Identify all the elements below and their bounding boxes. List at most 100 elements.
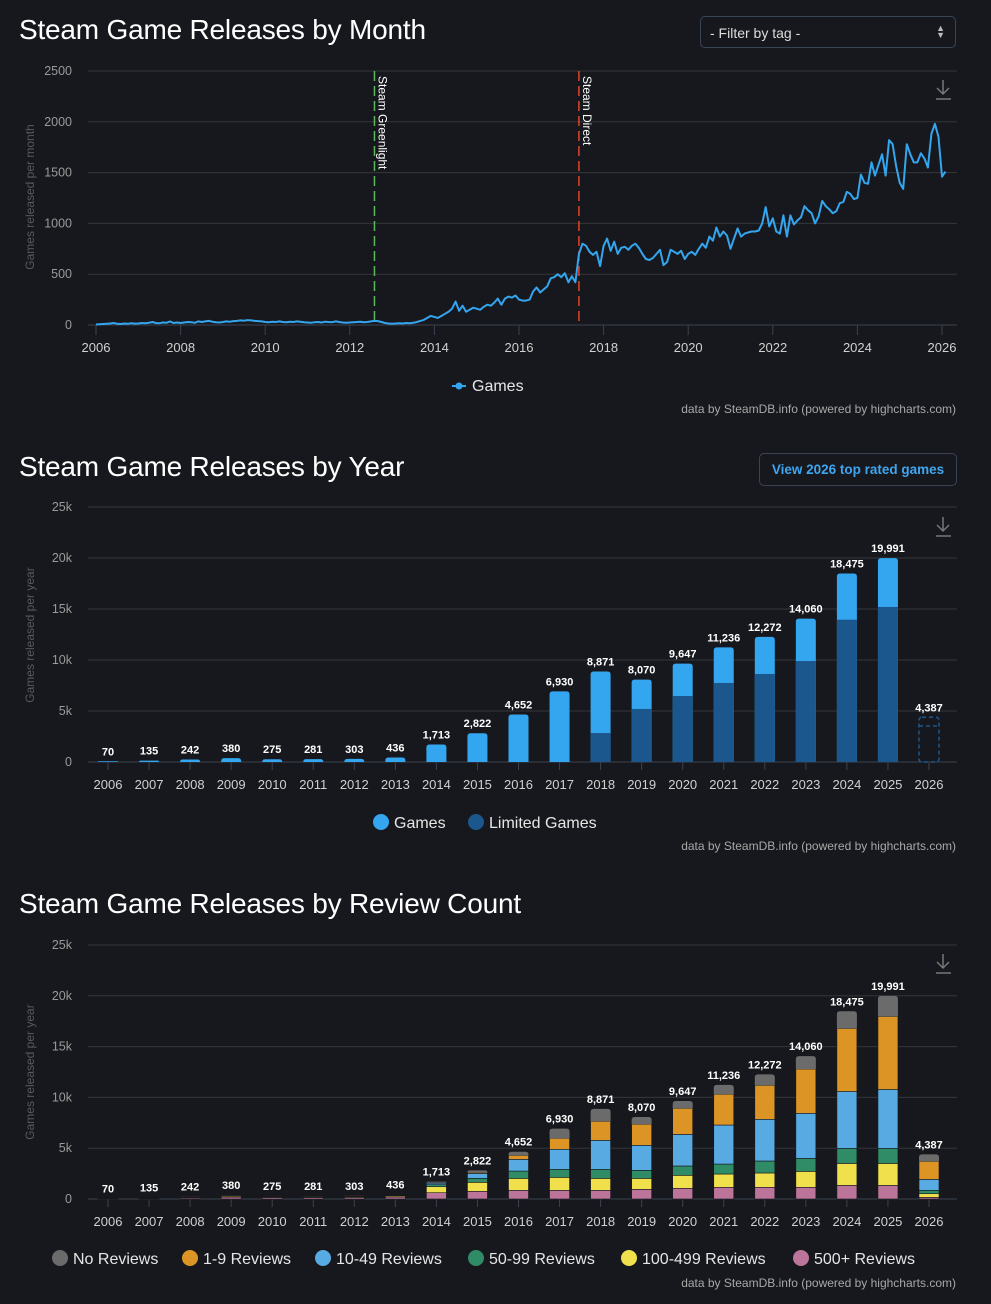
bar-segment-100-499-reviews xyxy=(672,1175,694,1189)
x-tick-label: 2006 xyxy=(82,340,111,355)
download-icon[interactable] xyxy=(936,80,951,100)
bar-segment-50-99-reviews xyxy=(795,1158,817,1172)
bar-segment-1-9-reviews xyxy=(795,1068,817,1114)
x-tick-label: 2008 xyxy=(166,340,195,355)
x-tick-label: 2025 xyxy=(873,1214,902,1229)
data-label: 11,236 xyxy=(707,1070,740,1082)
y-tick-label: 1500 xyxy=(44,166,72,180)
x-tick-label: 2014 xyxy=(420,340,449,355)
bar-segment-500--reviews xyxy=(713,1187,735,1200)
download-icon[interactable] xyxy=(936,954,951,974)
data-label: 4,387 xyxy=(915,702,943,714)
bar-segment-1-9-reviews xyxy=(549,1138,570,1150)
bar-segment-10-49-reviews xyxy=(795,1113,817,1159)
bar-games xyxy=(180,759,201,762)
bar-games xyxy=(262,759,283,762)
bar-segment-1-9-reviews xyxy=(426,1182,447,1184)
legend-marker xyxy=(621,1250,637,1266)
data-label: 4,652 xyxy=(505,700,533,712)
data-label: 135 xyxy=(140,746,158,758)
view-top-rated-button[interactable]: View 2026 top rated games xyxy=(759,453,957,486)
data-label: 242 xyxy=(181,745,199,757)
x-tick-label: 2026 xyxy=(928,340,957,355)
bar-segment-50-99-reviews xyxy=(631,1170,652,1179)
download-icon[interactable] xyxy=(936,517,951,537)
bar-games xyxy=(508,714,529,762)
x-tick-label: 2009 xyxy=(217,1214,246,1229)
y-tick-label: 2500 xyxy=(44,64,72,78)
x-tick-label: 2011 xyxy=(299,777,327,792)
bar-segment-no-reviews xyxy=(795,1056,816,1070)
x-tick-label: 2010 xyxy=(258,777,287,792)
bar-segment-no-reviews xyxy=(754,1074,775,1086)
x-tick-label: 2017 xyxy=(545,777,574,792)
x-tick-label: 2013 xyxy=(381,777,410,792)
data-label: 14,060 xyxy=(789,604,823,616)
legend-limited-games[interactable]: Limited Games xyxy=(489,815,597,832)
data-label: 135 xyxy=(140,1183,158,1195)
y-tick-label: 0 xyxy=(65,755,72,769)
plot-line-label: Steam Greenlight xyxy=(375,76,389,170)
games-series-line xyxy=(95,122,947,326)
legend-no-reviews[interactable]: No Reviews xyxy=(73,1251,158,1268)
year-chart-title: Steam Game Releases by Year xyxy=(19,451,405,482)
x-tick-label: 2016 xyxy=(504,777,533,792)
bar-segment-50-99-reviews xyxy=(508,1170,529,1179)
data-label: 18,475 xyxy=(830,559,864,571)
legend-marker xyxy=(52,1250,68,1266)
legend-games[interactable]: Games xyxy=(394,815,446,832)
bar-segment-10-49-reviews xyxy=(549,1149,570,1170)
y-tick-label: 10k xyxy=(52,1090,73,1104)
month-chart-title: Steam Game Releases by Month xyxy=(19,14,426,45)
x-tick-label: 2018 xyxy=(586,1214,615,1229)
download-icon-glyph xyxy=(936,80,951,100)
x-tick-label: 2025 xyxy=(873,777,902,792)
bar-games-partial xyxy=(918,716,940,763)
bar-segment-500--reviews xyxy=(631,1189,652,1200)
y-axis-title: Games released per year xyxy=(23,1004,37,1139)
data-label: 14,060 xyxy=(789,1041,823,1053)
x-tick-label: 2010 xyxy=(258,1214,287,1229)
review-chart-title: Steam Game Releases by Review Count xyxy=(19,888,521,919)
data-label: 4,652 xyxy=(505,1137,533,1149)
x-tick-label: 2023 xyxy=(791,1214,820,1229)
data-label: 8,871 xyxy=(587,657,615,669)
legend-50-99-reviews[interactable]: 50-99 Reviews xyxy=(489,1251,595,1268)
bar-segment-100-499-reviews xyxy=(836,1163,858,1186)
y-tick-label: 500 xyxy=(51,267,72,281)
y-tick-label: 5k xyxy=(59,704,73,718)
bar-segment-1-9-reviews xyxy=(836,1028,858,1092)
legend-10-49-reviews[interactable]: 10-49 Reviews xyxy=(336,1251,442,1268)
bar-segment-10-49-reviews xyxy=(631,1145,652,1171)
legend-marker xyxy=(373,814,389,830)
legend-1-9-reviews[interactable]: 1-9 Reviews xyxy=(203,1251,291,1268)
bar-segment-1-9-reviews xyxy=(467,1172,488,1174)
bar-segment-no-reviews xyxy=(631,1117,652,1125)
x-tick-label: 2016 xyxy=(505,340,534,355)
credit-text: data by SteamDB.info (powered by highcha… xyxy=(681,402,956,416)
data-label: 2,822 xyxy=(464,718,492,730)
bar-segment-10-49-reviews xyxy=(836,1091,858,1149)
bar-segment-1-9-reviews xyxy=(508,1155,529,1160)
data-label: 70 xyxy=(102,1183,114,1195)
bar-limited-games xyxy=(590,733,611,762)
x-tick-label: 2021 xyxy=(709,777,738,792)
x-tick-label: 2022 xyxy=(750,777,779,792)
x-tick-label: 2008 xyxy=(176,1214,205,1229)
data-label: 4,387 xyxy=(915,1139,943,1151)
legend-100-499-reviews[interactable]: 100-499 Reviews xyxy=(642,1251,766,1268)
filter-by-tag-select[interactable]: - Filter by tag - ▲ ▼ xyxy=(700,16,956,48)
bar-segment-50-99-reviews xyxy=(590,1169,611,1179)
legend-games[interactable]: Games xyxy=(472,378,524,395)
data-label: 275 xyxy=(263,1181,281,1193)
x-tick-label: 2013 xyxy=(381,1214,410,1229)
x-tick-label: 2015 xyxy=(463,1214,492,1229)
legend-500--reviews[interactable]: 500+ Reviews xyxy=(814,1251,915,1268)
x-tick-label: 2010 xyxy=(251,340,280,355)
data-label: 6,930 xyxy=(546,676,574,688)
x-tick-label: 2022 xyxy=(750,1214,779,1229)
bar-segment-50-99-reviews xyxy=(713,1163,735,1175)
bar-segment-500--reviews xyxy=(385,1196,406,1200)
data-label: 281 xyxy=(304,1181,322,1193)
